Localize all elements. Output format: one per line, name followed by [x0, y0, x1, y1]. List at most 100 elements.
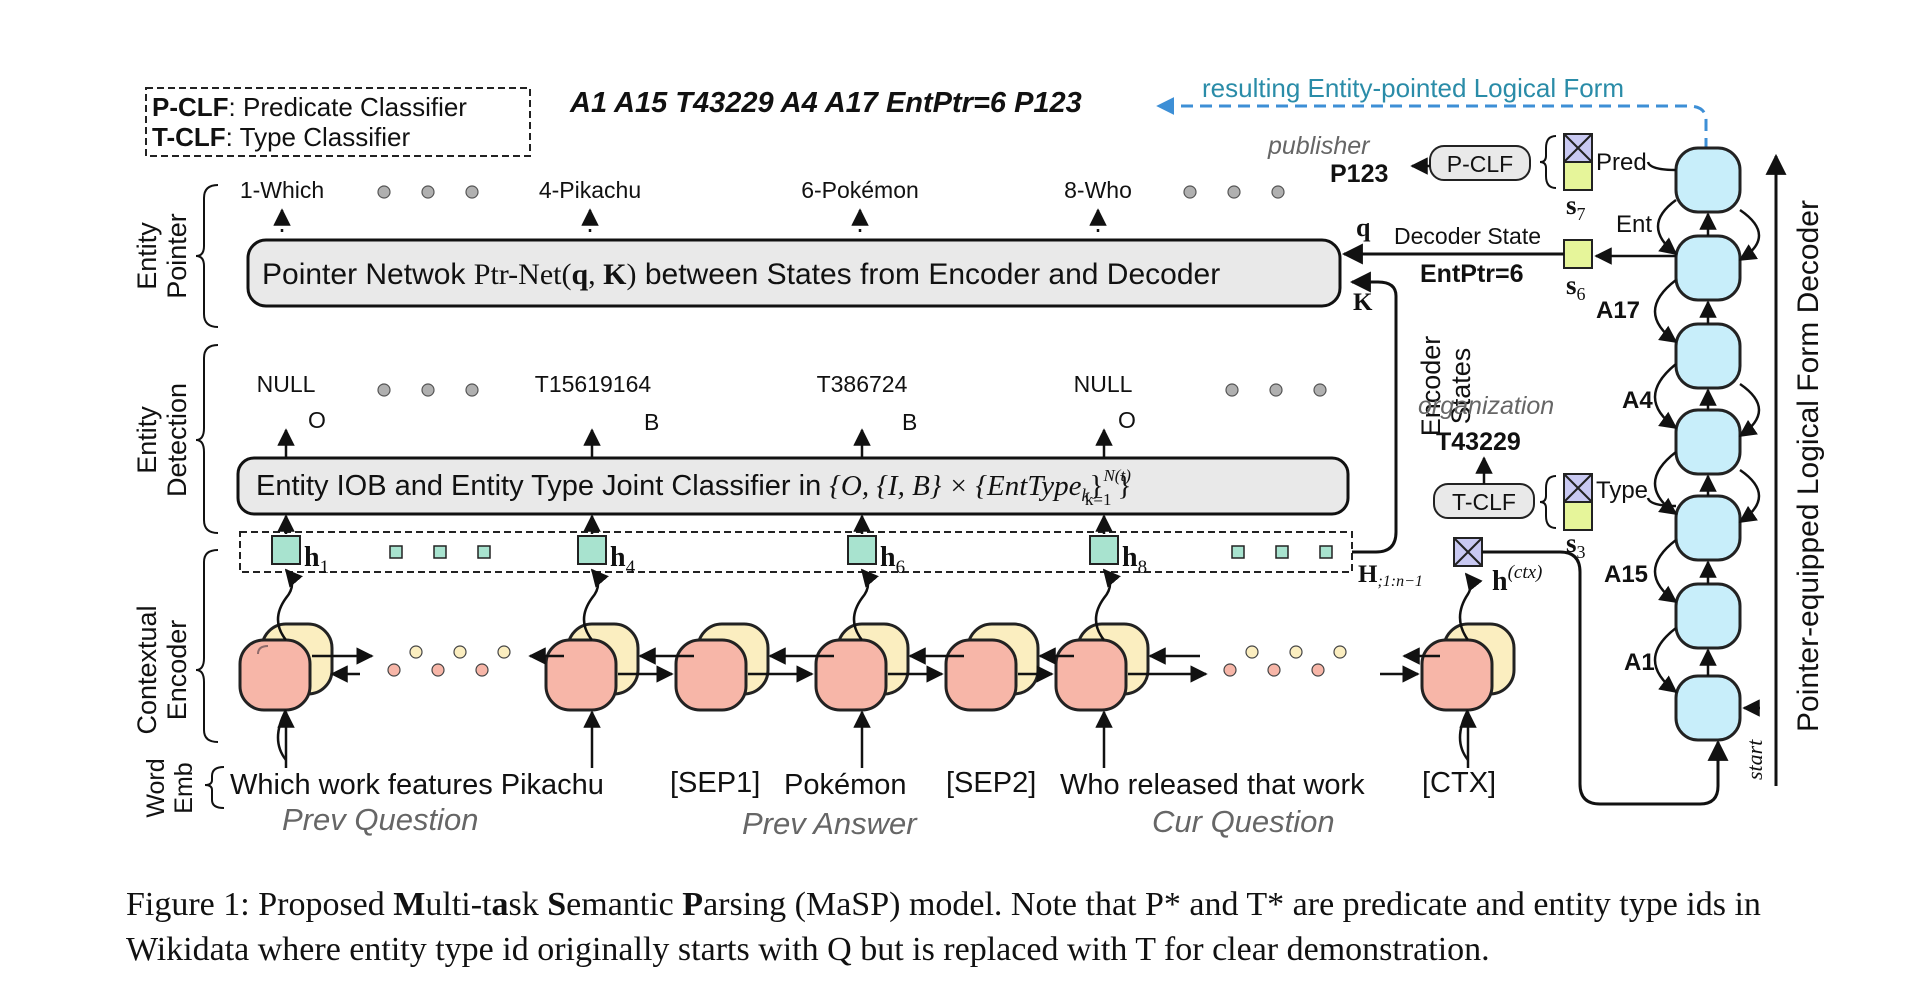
- type-branch: s3 Type T-CLF organization T43229: [1418, 392, 1677, 562]
- entity-type-label: T15619164: [535, 371, 652, 397]
- state-s6: s6: [1566, 270, 1586, 304]
- svg-text:P-CLF: Predicate Classifier: P-CLF: Predicate Classifier: [152, 92, 467, 122]
- entity-type-label: NULL: [257, 371, 316, 397]
- pointer-token: 1-Which: [240, 177, 324, 203]
- legend-tclf-text: : Type Classifier: [226, 122, 411, 152]
- result-arrow: [1156, 97, 1708, 150]
- decoder-cell: [1674, 494, 1742, 562]
- organization-value: T43229: [1436, 428, 1521, 456]
- decoder-title: Pointer-equipped Logical Form Decoder: [1792, 200, 1825, 732]
- decoder-token: A1: [1624, 649, 1655, 676]
- segment-label: Prev Question: [282, 802, 478, 837]
- ctx-to-decoder-connector: [1482, 550, 1729, 806]
- section-label-entity-pointer: EntityPointer: [132, 213, 192, 299]
- decoder-cell: [1674, 674, 1742, 742]
- logical-form-decoder: A17 A4 A15 A1 start Pointer-equipped Log…: [1596, 146, 1825, 786]
- word-group: Who released that work: [1060, 769, 1365, 801]
- k-label: K: [1353, 289, 1373, 316]
- encoder-cell-group-sep1: [674, 622, 770, 712]
- decoder-cell: [1674, 408, 1742, 476]
- ent-branch-label: Ent: [1616, 211, 1652, 238]
- hidden-state-label: h1: [304, 542, 329, 578]
- decoder-state-box: [1563, 239, 1593, 269]
- hidden-states-row: h1 h4 h6 h8 H;1:n−1: [271, 514, 1423, 590]
- hidden-state-box: [847, 535, 877, 565]
- decoder-state-label: Decoder State: [1394, 223, 1541, 249]
- ctx-state: h(ctx): [1453, 537, 1542, 597]
- section-label-entity-detection: EntityDetection: [132, 383, 192, 497]
- hidden-state-box: [271, 535, 301, 565]
- iob-tag: O: [308, 407, 326, 433]
- iob-tag: B: [644, 409, 659, 435]
- pointer-token: 4-Pikachu: [539, 177, 641, 203]
- decoder-cell: [1674, 234, 1742, 302]
- pointer-network-text: Pointer Netwok Ptr-Net(q, K) between Sta…: [262, 258, 1220, 291]
- hidden-state-label: h8: [1122, 542, 1147, 578]
- section-labels: [195, 184, 225, 809]
- hidden-states-container: [239, 531, 1353, 573]
- state-s7: s7: [1566, 190, 1586, 224]
- encoder-cell-group-4: [544, 622, 640, 712]
- q-label: q: [1356, 213, 1371, 242]
- iob-tag: B: [902, 409, 917, 435]
- decoder-token: A17: [1596, 297, 1640, 324]
- entptr-label: EntPtr=6: [1420, 260, 1524, 288]
- encoder-states-label: EncoderStates: [1416, 336, 1476, 437]
- pclf-box: [1429, 145, 1531, 181]
- figure-caption: Figure 1: Proposed Multi-task Semantic P…: [126, 886, 1761, 968]
- word-group: [SEP2]: [946, 767, 1036, 799]
- encoder-cell-group-8: [1054, 622, 1150, 712]
- hidden-state-label: h6: [880, 542, 905, 578]
- encoder-ellipsis: [387, 645, 1347, 677]
- detection-label-row: NULL T15619164 T386724 NULL O B B O: [257, 371, 1327, 458]
- pointer-token: 8-Who: [1064, 177, 1132, 203]
- encoder-cell-group-1: [238, 622, 334, 712]
- pointer-token-row: 1-Which 4-Pikachu 6-Pokémon 8-Who: [240, 177, 1285, 232]
- predicate-branch: s7 Pred P-CLF publisher P123: [1267, 132, 1677, 224]
- pointer-token: 6-Pokémon: [801, 177, 919, 203]
- pointer-network-box: [246, 238, 1342, 308]
- encoder-cells: [238, 568, 1516, 768]
- section-label-word-emb: WordEmb: [142, 758, 198, 817]
- pointer-arrows: [273, 208, 1107, 232]
- hidden-state-box: [577, 535, 607, 565]
- entity-detection-text: Entity IOB and Entity Type Joint Classif…: [256, 466, 1131, 509]
- legend-box: P-CLF: Predicate Classifier T-CLF: Type …: [145, 87, 531, 157]
- entity-type-label: T386724: [817, 371, 908, 397]
- hidden-state-label: h4: [610, 542, 636, 578]
- encoder-cell-group-sep2: [944, 622, 1040, 712]
- state-s3: s3: [1566, 528, 1586, 562]
- segment-label: Prev Answer: [742, 806, 918, 841]
- encoder-states-connector: [1349, 271, 1398, 554]
- entity-type-label: NULL: [1074, 371, 1133, 397]
- publisher-category: publisher: [1267, 132, 1371, 160]
- encoder-cell-group-6: [814, 622, 910, 712]
- word-group: [CTX]: [1422, 767, 1496, 799]
- result-logical-form: A1 A15 T43229 A4 A17 EntPtr=6 P123: [569, 87, 1082, 119]
- ellipsis-dots: [377, 185, 1285, 199]
- pclf-label: P-CLF: [1447, 151, 1513, 177]
- word-group: [SEP1]: [670, 767, 760, 799]
- entity-detection-box: [236, 456, 1350, 516]
- tclf-label: T-CLF: [1452, 489, 1516, 515]
- type-branch-label: Type: [1596, 477, 1648, 504]
- legend-tclf-abbr: T-CLF: [152, 122, 226, 152]
- ellipsis-dots: [377, 383, 1327, 397]
- decoder-cell: [1674, 582, 1742, 650]
- hidden-state-box: [1089, 535, 1119, 565]
- entity-branch: s6 Ent q Decoder State EntPtr=6: [1341, 211, 1676, 304]
- pred-branch-label: Pred: [1596, 149, 1647, 176]
- organization-category: organization: [1418, 392, 1554, 420]
- iob-tag: O: [1118, 407, 1136, 433]
- small-hidden-states: [389, 545, 1333, 559]
- detection-arrows: [277, 428, 1113, 458]
- word-group: Pokémon: [784, 769, 907, 801]
- decoder-token: A15: [1604, 561, 1648, 588]
- masp-architecture-diagram: P-CLF: Predicate Classifier T-CLF: Type …: [132, 73, 1825, 841]
- hidden-sequence-label: H;1:n−1: [1358, 561, 1423, 590]
- segment-label: Cur Question: [1152, 804, 1335, 839]
- section-label-contextual-encoder: ContextualEncoder: [132, 605, 192, 734]
- decoder-token: A4: [1622, 387, 1653, 414]
- decoder-cell: [1674, 146, 1742, 214]
- legend-pclf-text: : Predicate Classifier: [229, 92, 468, 122]
